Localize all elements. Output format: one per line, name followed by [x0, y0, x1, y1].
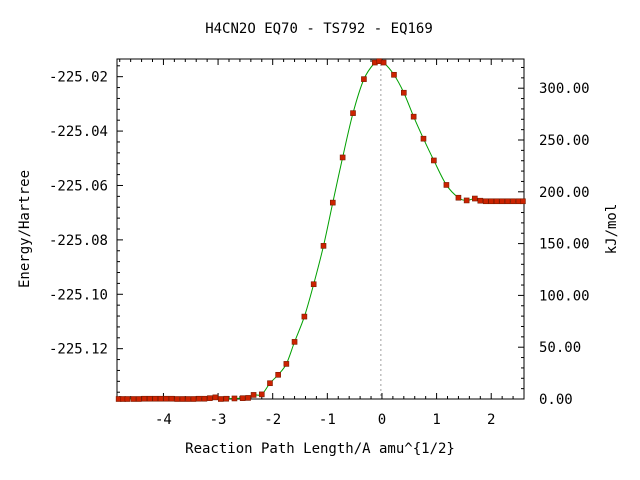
x-tick-label: 2: [487, 412, 495, 428]
x-tick-label: 1: [432, 412, 440, 428]
data-point: [443, 182, 450, 188]
data-point: [130, 396, 137, 402]
x-tick-label: -3: [210, 412, 227, 428]
data-point: [431, 157, 437, 164]
data-point: [275, 371, 281, 378]
y2-tick-label: 50.00: [539, 340, 581, 356]
y-tick-label: -225.02: [49, 70, 108, 86]
data-point: [174, 396, 180, 402]
data-point: [477, 197, 484, 204]
data-point: [493, 198, 500, 205]
y-axis-ticks: -225.02 -225.04 -225.06 -225.08 -225.10 -225.…: [49, 65, 123, 393]
data-point: [136, 396, 142, 402]
energy-profile-curve: [118, 60, 523, 400]
data-point: [350, 110, 356, 116]
data-point: [310, 281, 317, 288]
y2-tick-label: 300.00: [539, 81, 590, 97]
y2-tick-label: 150.00: [539, 237, 590, 253]
data-point: [455, 194, 462, 201]
data-point: [391, 71, 397, 78]
data-point: [339, 154, 346, 161]
y2-axis-label: kJ/mol: [604, 204, 620, 255]
data-point: [239, 395, 246, 401]
data-point: [267, 380, 273, 387]
data-point: [401, 89, 407, 96]
data-point: [163, 395, 169, 402]
data-point: [472, 195, 478, 202]
data-point: [420, 135, 427, 142]
y2-tick-label: 200.00: [539, 185, 590, 201]
x-tick-label: -1: [319, 412, 336, 428]
data-point: [361, 76, 367, 82]
data-point: [223, 395, 230, 402]
data-point: [258, 391, 265, 398]
data-point: [190, 396, 197, 402]
data-point: [152, 395, 159, 402]
y-axis-label: Energy/Hartree: [17, 170, 33, 288]
data-point: [482, 198, 489, 205]
x-tick-label: -4: [155, 412, 172, 428]
x-tick-label: -2: [264, 412, 281, 428]
data-point: [168, 395, 175, 402]
data-point: [207, 395, 213, 401]
data-point: [146, 395, 153, 402]
x-tick-label: 0: [378, 412, 386, 428]
data-point: [320, 243, 327, 249]
data-point: [212, 394, 219, 401]
data-point: [510, 198, 516, 205]
data-point: [283, 361, 290, 367]
data-point: [380, 59, 387, 66]
data-point: [301, 313, 308, 320]
y2-tick-label: 100.00: [539, 288, 590, 304]
data-point: [499, 198, 505, 205]
data-point: [179, 396, 186, 402]
y2-axis-ticks: 300.00 250.00 200.00 150.00 100.00 50.00 0.00: [518, 66, 590, 408]
data-point: [291, 339, 298, 345]
data-point: [124, 396, 131, 402]
y-tick-label: -225.12: [49, 342, 108, 358]
data-point: [245, 395, 251, 401]
data-point: [463, 197, 470, 204]
data-point: [410, 113, 417, 120]
data-point: [141, 395, 148, 402]
y-tick-label: -225.08: [49, 233, 108, 249]
y-tick-label: -225.04: [49, 124, 108, 140]
data-point: [185, 396, 191, 402]
data-point: [520, 198, 526, 205]
data-point: [504, 198, 511, 205]
data-point: [218, 396, 224, 402]
data-point: [231, 395, 238, 402]
y2-tick-label: 250.00: [539, 133, 590, 149]
data-point: [196, 395, 202, 402]
x-axis-label: Reaction Path Length/A amu^{1/2}: [185, 441, 455, 457]
data-point: [329, 199, 336, 206]
data-point: [201, 395, 208, 402]
y-tick-label: -225.10: [49, 287, 108, 303]
data-point: [488, 198, 495, 205]
y-tick-label: -225.06: [49, 178, 108, 194]
plot-frame: [116, 58, 525, 400]
data-point: [157, 395, 164, 402]
chart-title: H4CN2O EQ70 - TS792 - EQ169: [205, 21, 433, 37]
y2-tick-label: 0.00: [539, 392, 573, 408]
energy-data-points: [115, 58, 526, 402]
data-point: [250, 392, 257, 398]
